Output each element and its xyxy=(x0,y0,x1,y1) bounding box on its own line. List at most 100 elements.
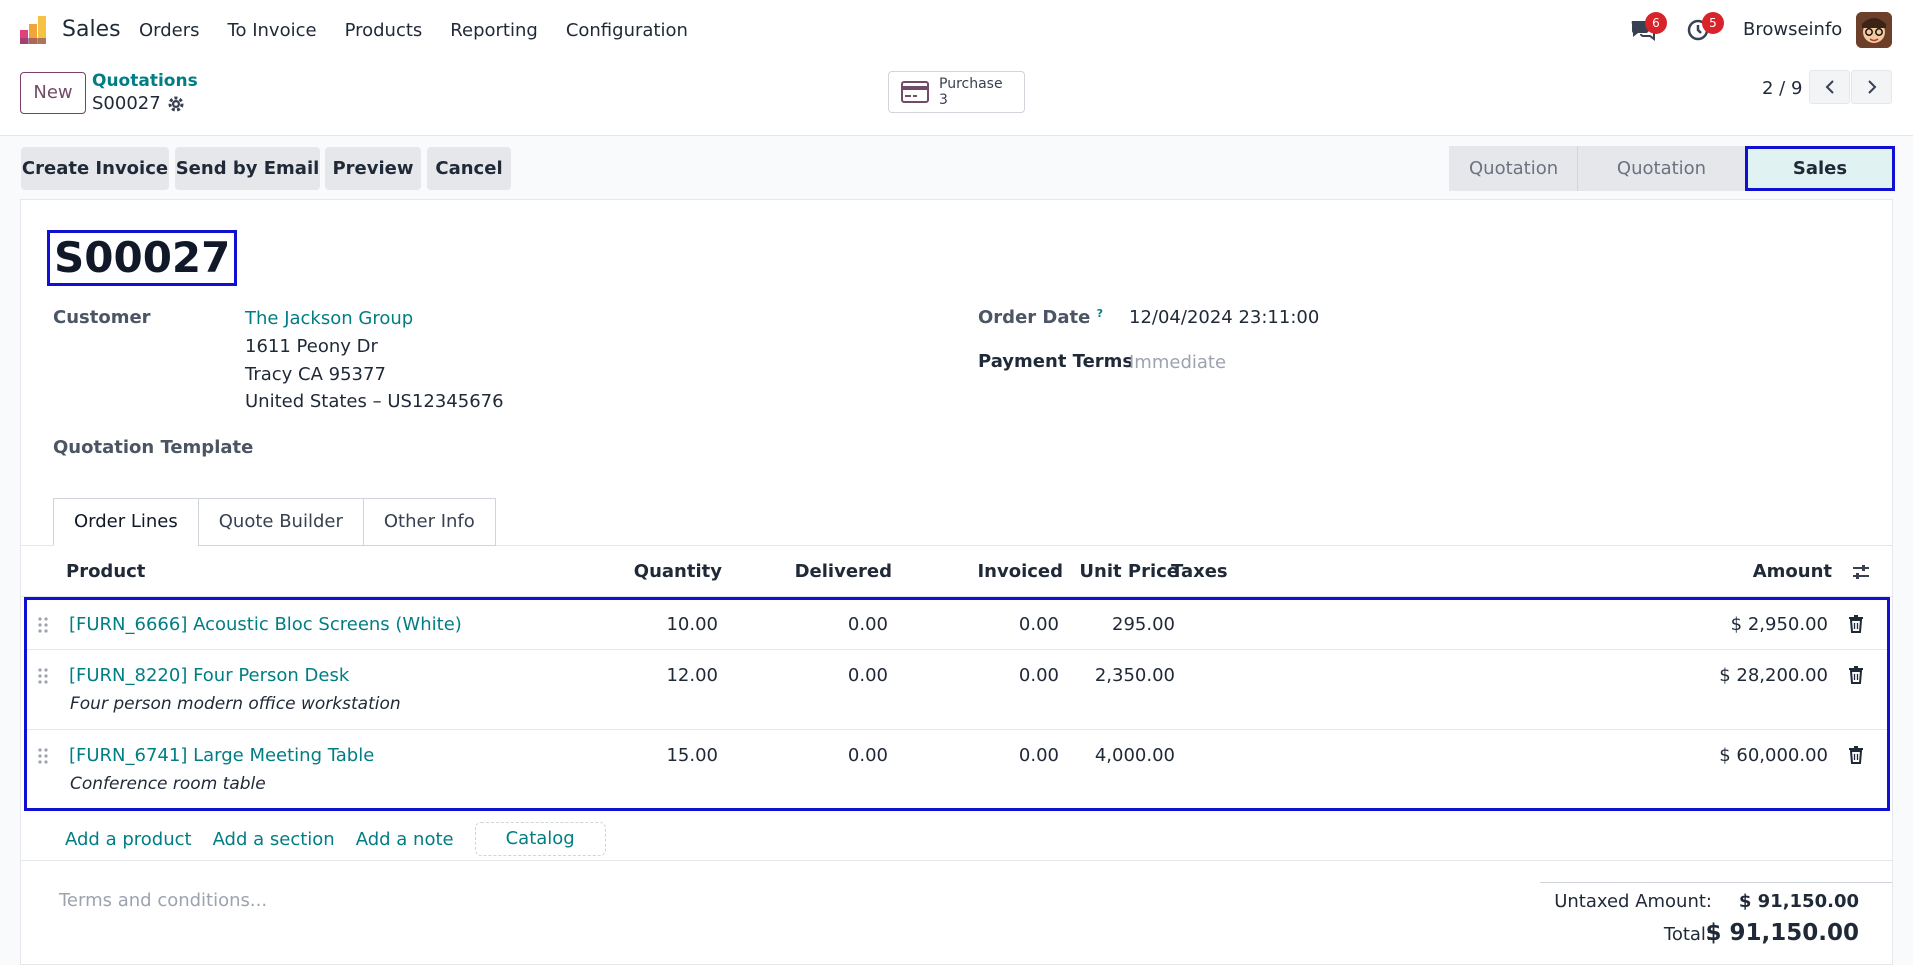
line-description[interactable]: Four person modern office workstation xyxy=(70,694,401,714)
activities-button[interactable]: 5 xyxy=(1686,12,1724,42)
header-product[interactable]: Product xyxy=(66,561,146,582)
line-amount: $ 28,200.00 xyxy=(1719,665,1828,686)
menu-to-invoice[interactable]: To Invoice xyxy=(227,20,317,41)
status-sales-order[interactable]: Sales Order xyxy=(1745,146,1895,218)
untaxed-amount-label: Untaxed Amount: xyxy=(1554,891,1712,912)
line-product[interactable]: [FURN_6666] Acoustic Bloc Screens (White… xyxy=(69,614,462,635)
add-line-bar: Add a product Add a section Add a note C… xyxy=(65,822,606,856)
line-invoiced[interactable]: 0.00 xyxy=(1018,745,1059,766)
status-quotation[interactable]: Quotation xyxy=(1449,146,1577,191)
company-name[interactable]: Browseinfo xyxy=(1743,19,1843,40)
trash-icon[interactable] xyxy=(1848,615,1864,633)
top-navbar: Sales Orders To Invoice Products Reporti… xyxy=(0,0,1913,60)
trash-icon[interactable] xyxy=(1848,746,1864,764)
line-product[interactable]: [FURN_6741] Large Meeting Table xyxy=(69,745,375,766)
activities-badge: 5 xyxy=(1702,12,1724,34)
control-panel: New Quotations S00027 Purchase 3 2 / 9 xyxy=(0,60,1913,136)
sales-app-icon[interactable] xyxy=(20,16,48,44)
purchase-count: 3 xyxy=(939,92,948,108)
pager-next-button[interactable] xyxy=(1851,70,1892,104)
line-delivered[interactable]: 0.00 xyxy=(847,614,888,635)
app-name[interactable]: Sales xyxy=(62,17,121,42)
order-date-help-icon[interactable]: ? xyxy=(1096,307,1103,320)
add-section-link[interactable]: Add a section xyxy=(212,828,335,850)
user-avatar[interactable] xyxy=(1856,12,1892,48)
chevron-right-icon xyxy=(1867,80,1876,94)
order-lines-table: [FURN_6666] Acoustic Bloc Screens (White… xyxy=(24,597,1890,811)
action-bar: Create Invoice Send by Email Preview Can… xyxy=(0,137,1913,224)
line-description[interactable]: Conference room table xyxy=(70,774,266,794)
line-unit-price[interactable]: 4,000.00 xyxy=(1094,745,1175,766)
customer-address-line1: 1611 Peony Dr xyxy=(245,336,378,357)
header-quantity[interactable]: Quantity xyxy=(633,561,722,582)
optional-columns-icon[interactable] xyxy=(1852,563,1870,581)
status-quotation-sent[interactable]: Quotation Sent xyxy=(1577,146,1745,224)
terms-and-conditions-input[interactable]: Terms and conditions... xyxy=(59,890,268,911)
breadcrumb-current: S00027 xyxy=(92,93,185,114)
new-button[interactable]: New xyxy=(20,72,86,114)
order-date-field[interactable]: 12/04/2024 23:11:00 xyxy=(1129,307,1320,328)
line-quantity[interactable]: 15.00 xyxy=(666,745,718,766)
totals-divider xyxy=(1540,882,1892,883)
tab-other-info[interactable]: Other Info xyxy=(362,498,496,546)
line-invoiced[interactable]: 0.00 xyxy=(1018,665,1059,686)
create-invoice-button[interactable]: Create Invoice xyxy=(21,147,169,190)
messages-button[interactable]: 6 xyxy=(1629,12,1667,42)
drag-handle-icon[interactable] xyxy=(37,667,49,685)
breadcrumb-quotations[interactable]: Quotations xyxy=(92,71,198,91)
line-product[interactable]: [FURN_8220] Four Person Desk xyxy=(69,665,350,686)
header-delivered[interactable]: Delivered xyxy=(794,561,892,582)
table-row[interactable]: [FURN_8220] Four Person Desk Four person… xyxy=(27,651,1887,730)
form-tabs: Order Lines Quote Builder Other Info xyxy=(53,498,496,546)
add-note-link[interactable]: Add a note xyxy=(355,828,454,850)
chevron-left-icon xyxy=(1825,80,1834,94)
pager-value[interactable]: 2 / 9 xyxy=(1762,78,1803,99)
trash-icon[interactable] xyxy=(1848,666,1864,684)
add-product-link[interactable]: Add a product xyxy=(65,828,192,850)
line-amount: $ 2,950.00 xyxy=(1730,614,1828,635)
order-date-label: Order Date ? xyxy=(978,307,1103,328)
drag-handle-icon[interactable] xyxy=(37,747,49,765)
header-invoiced[interactable]: Invoiced xyxy=(977,561,1063,582)
line-delivered[interactable]: 0.00 xyxy=(847,745,888,766)
menu-configuration[interactable]: Configuration xyxy=(565,20,688,41)
untaxed-amount-value: $ 91,150.00 xyxy=(1738,891,1859,912)
line-unit-price[interactable]: 2,350.00 xyxy=(1094,665,1175,686)
purchase-smart-button[interactable]: Purchase 3 xyxy=(888,71,1025,113)
payment-terms-label: Payment Terms xyxy=(978,351,1134,372)
tab-order-lines[interactable]: Order Lines xyxy=(53,498,199,546)
breadcrumb-current-label: S00027 xyxy=(92,93,161,114)
tab-quote-builder[interactable]: Quote Builder xyxy=(197,498,364,546)
table-row[interactable]: [FURN_6741] Large Meeting Table Conferen… xyxy=(27,731,1887,808)
header-amount[interactable]: Amount xyxy=(1752,561,1832,582)
header-unit-price[interactable]: Unit Price xyxy=(1079,561,1179,582)
quotation-template-label: Quotation Template xyxy=(53,437,254,458)
menu-reporting[interactable]: Reporting xyxy=(450,20,538,41)
table-row[interactable]: [FURN_6666] Acoustic Bloc Screens (White… xyxy=(27,600,1887,650)
line-unit-price[interactable]: 295.00 xyxy=(1112,614,1175,635)
header-divider xyxy=(21,596,1892,597)
line-delivered[interactable]: 0.00 xyxy=(847,665,888,686)
catalog-button[interactable]: Catalog xyxy=(474,822,606,856)
line-invoiced[interactable]: 0.00 xyxy=(1018,614,1059,635)
header-taxes[interactable]: Taxes xyxy=(1171,561,1228,582)
document-title: S00027 xyxy=(47,230,238,286)
cancel-button[interactable]: Cancel xyxy=(427,147,511,190)
form-sheet: S00027 Customer The Jackson Group 1611 P… xyxy=(20,199,1893,965)
avatar-image xyxy=(1856,12,1892,48)
payment-terms-field[interactable]: Immediate xyxy=(1129,352,1227,373)
messages-badge: 6 xyxy=(1645,12,1667,34)
add-bar-divider xyxy=(21,860,1892,861)
preview-button[interactable]: Preview xyxy=(325,147,421,190)
menu-orders[interactable]: Orders xyxy=(139,20,200,41)
line-quantity[interactable]: 12.00 xyxy=(666,665,718,686)
line-quantity[interactable]: 10.00 xyxy=(666,614,718,635)
gear-icon[interactable] xyxy=(167,95,185,113)
pager-previous-button[interactable] xyxy=(1809,70,1850,104)
customer-address-line2: Tracy CA 95377 xyxy=(245,364,386,385)
menu-products[interactable]: Products xyxy=(344,20,423,41)
send-by-email-button[interactable]: Send by Email xyxy=(175,147,320,190)
customer-field[interactable]: The Jackson Group xyxy=(245,308,414,329)
drag-handle-icon[interactable] xyxy=(37,616,49,634)
main-menu: Orders To Invoice Products Reporting Con… xyxy=(139,20,688,41)
